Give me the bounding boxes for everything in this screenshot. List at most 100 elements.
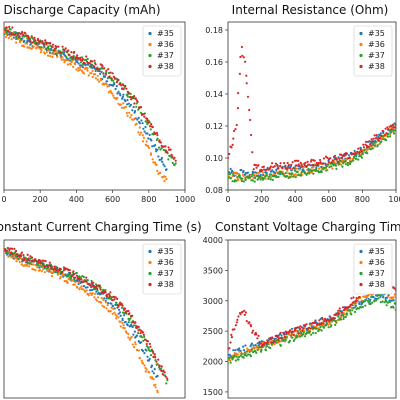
data-point xyxy=(116,96,119,99)
data-point xyxy=(47,49,51,52)
data-point xyxy=(230,169,234,172)
data-point xyxy=(91,60,94,63)
data-point xyxy=(48,268,51,271)
data-point xyxy=(79,61,82,64)
data-point xyxy=(120,106,123,109)
data-point xyxy=(82,275,85,279)
data-point xyxy=(145,121,148,124)
data-point xyxy=(111,72,114,75)
data-point xyxy=(143,364,146,367)
data-point xyxy=(327,326,330,329)
data-point xyxy=(322,157,325,160)
data-point xyxy=(369,142,372,146)
data-point xyxy=(30,35,33,38)
data-point xyxy=(26,253,29,256)
data-point xyxy=(228,362,229,365)
data-point xyxy=(243,313,246,316)
series-s36 xyxy=(4,249,159,394)
data-point xyxy=(60,58,63,61)
data-point xyxy=(140,106,143,109)
legend-label: #36 xyxy=(368,40,385,49)
data-point xyxy=(351,304,354,307)
data-point xyxy=(346,161,349,164)
data-point xyxy=(347,154,350,157)
data-point xyxy=(350,297,353,300)
data-point xyxy=(47,45,50,48)
data-point xyxy=(253,171,257,174)
data-point xyxy=(342,162,345,165)
data-point xyxy=(275,176,278,179)
data-point xyxy=(346,164,350,167)
data-point xyxy=(123,327,126,330)
data-point xyxy=(253,347,256,350)
data-point xyxy=(238,72,241,75)
data-point xyxy=(124,100,127,103)
data-point xyxy=(278,337,281,340)
data-point xyxy=(119,320,122,323)
data-point xyxy=(156,148,159,151)
data-point xyxy=(238,355,241,359)
data-point xyxy=(246,95,250,98)
data-point xyxy=(370,138,373,141)
data-point xyxy=(389,296,392,299)
data-point xyxy=(42,44,45,47)
data-point xyxy=(369,298,372,301)
data-point xyxy=(149,128,152,131)
data-point xyxy=(27,37,30,40)
data-point xyxy=(146,355,149,358)
data-point xyxy=(290,327,294,330)
data-point xyxy=(154,383,157,386)
data-point xyxy=(228,156,229,159)
data-point xyxy=(18,35,21,38)
data-point xyxy=(68,273,71,276)
data-point xyxy=(96,289,99,292)
legend-label: #35 xyxy=(368,29,385,38)
data-point xyxy=(255,174,258,177)
data-point xyxy=(384,298,387,302)
data-point xyxy=(119,301,122,304)
data-point xyxy=(50,265,53,268)
data-point xyxy=(134,341,137,344)
data-point xyxy=(239,354,242,357)
data-point xyxy=(331,167,334,170)
data-point xyxy=(257,344,261,347)
data-point xyxy=(31,41,34,44)
data-point xyxy=(155,131,159,135)
legend-marker xyxy=(148,271,152,276)
data-point xyxy=(118,308,121,311)
data-point xyxy=(139,131,143,134)
data-point xyxy=(256,348,259,351)
data-point xyxy=(131,325,134,329)
data-point xyxy=(93,296,96,299)
data-point xyxy=(114,77,117,80)
data-point xyxy=(332,318,335,321)
data-point xyxy=(344,163,347,166)
data-point xyxy=(9,28,12,31)
data-point xyxy=(50,271,53,274)
data-point xyxy=(131,96,135,99)
data-point xyxy=(309,324,312,327)
data-point xyxy=(114,296,117,299)
data-point xyxy=(294,176,297,179)
data-point xyxy=(163,165,166,168)
data-point xyxy=(68,269,71,272)
data-point xyxy=(358,151,361,154)
data-point xyxy=(34,269,37,272)
data-point xyxy=(379,301,382,304)
data-point xyxy=(252,351,255,354)
data-point xyxy=(91,292,94,295)
data-point xyxy=(22,33,25,36)
data-point xyxy=(231,180,234,183)
data-point xyxy=(133,346,136,349)
data-point xyxy=(79,286,82,289)
series-s35 xyxy=(4,248,159,378)
data-point xyxy=(52,268,55,271)
data-point xyxy=(281,167,284,170)
data-point xyxy=(116,297,119,300)
data-point xyxy=(242,56,245,59)
data-point xyxy=(322,326,325,329)
data-point xyxy=(228,170,230,174)
data-point xyxy=(72,54,75,58)
legend-marker xyxy=(359,53,363,58)
data-point xyxy=(113,311,116,314)
